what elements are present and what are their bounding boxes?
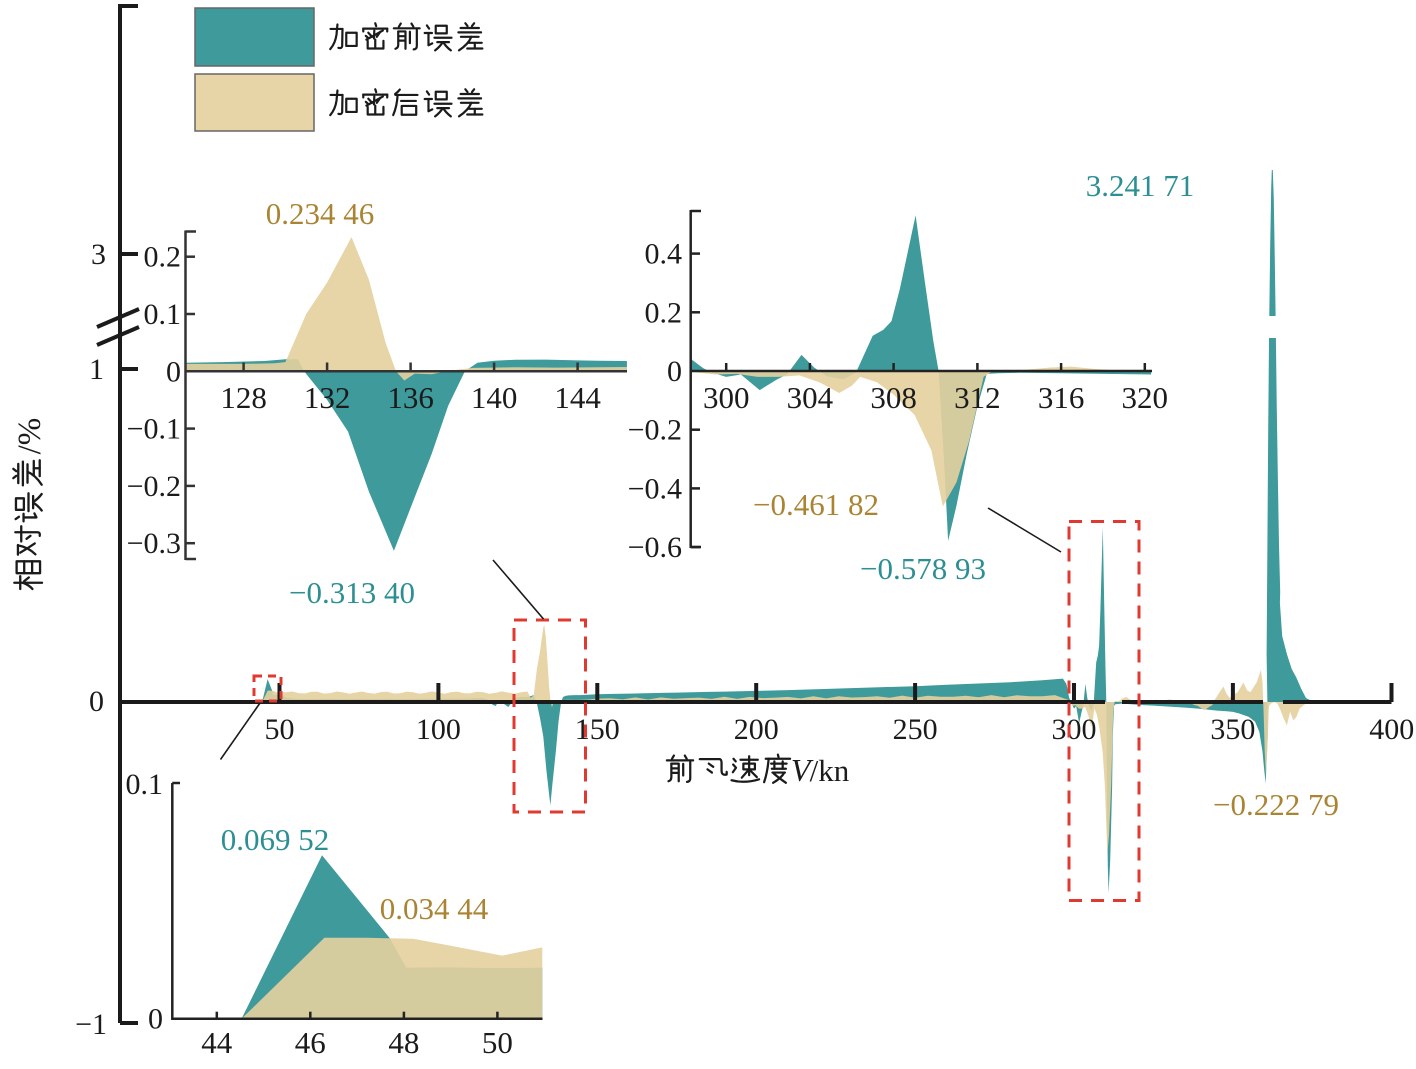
svg-text:−1: −1 [75, 1008, 107, 1041]
svg-text:200: 200 [734, 713, 779, 746]
svg-text:0.1: 0.1 [144, 298, 182, 331]
svg-text:0: 0 [166, 355, 181, 388]
svg-text:0.1: 0.1 [126, 768, 164, 801]
svg-text:0.034 44: 0.034 44 [380, 891, 489, 926]
svg-text:250: 250 [893, 713, 938, 746]
svg-text:312: 312 [954, 380, 1001, 415]
svg-text:48: 48 [388, 1025, 419, 1060]
svg-text:0.234 46: 0.234 46 [266, 196, 375, 231]
svg-text:−0.313 40: −0.313 40 [289, 575, 415, 610]
svg-text:46: 46 [295, 1025, 326, 1060]
svg-text:1: 1 [89, 353, 104, 386]
svg-text:−0.461 82: −0.461 82 [753, 487, 879, 522]
svg-text:136: 136 [387, 380, 434, 415]
svg-text:−0.6: −0.6 [628, 531, 682, 564]
svg-text:320: 320 [1122, 380, 1169, 415]
svg-text:−0.2: −0.2 [628, 414, 682, 447]
svg-text:V: V [791, 752, 814, 788]
svg-text:0: 0 [89, 685, 104, 718]
svg-text:300: 300 [1052, 713, 1097, 746]
svg-text:304: 304 [787, 380, 834, 415]
svg-text:150: 150 [575, 713, 620, 746]
svg-text:350: 350 [1210, 713, 1255, 746]
svg-text:−0.222 79: −0.222 79 [1213, 787, 1339, 822]
svg-text:100: 100 [416, 713, 461, 746]
svg-text:44: 44 [201, 1025, 233, 1060]
svg-text:50: 50 [265, 713, 295, 746]
svg-text:300: 300 [703, 380, 750, 415]
svg-text:−0.2: −0.2 [127, 470, 181, 503]
svg-text:/%: /% [12, 418, 48, 455]
svg-text:400: 400 [1369, 713, 1414, 746]
svg-text:0: 0 [667, 355, 682, 388]
svg-text:−0.3: −0.3 [127, 527, 181, 560]
svg-text:0.2: 0.2 [144, 241, 182, 274]
svg-text:−0.4: −0.4 [628, 472, 682, 505]
svg-text:0: 0 [148, 1003, 163, 1036]
svg-text:308: 308 [870, 380, 917, 415]
svg-text:3: 3 [91, 238, 106, 271]
svg-text:0.2: 0.2 [645, 296, 683, 329]
svg-text:140: 140 [471, 380, 518, 415]
svg-text:144: 144 [554, 380, 601, 415]
svg-text:50: 50 [482, 1025, 513, 1060]
svg-text:128: 128 [220, 380, 267, 415]
svg-text:−0.1: −0.1 [127, 413, 181, 446]
svg-text:/kn: /kn [810, 753, 850, 788]
svg-text:132: 132 [304, 380, 351, 415]
svg-text:−0.578 93: −0.578 93 [860, 551, 986, 586]
svg-text:0.4: 0.4 [645, 238, 683, 271]
svg-text:3.241 71: 3.241 71 [1086, 168, 1195, 203]
svg-text:0.069 52: 0.069 52 [221, 822, 330, 857]
svg-text:316: 316 [1038, 380, 1085, 415]
